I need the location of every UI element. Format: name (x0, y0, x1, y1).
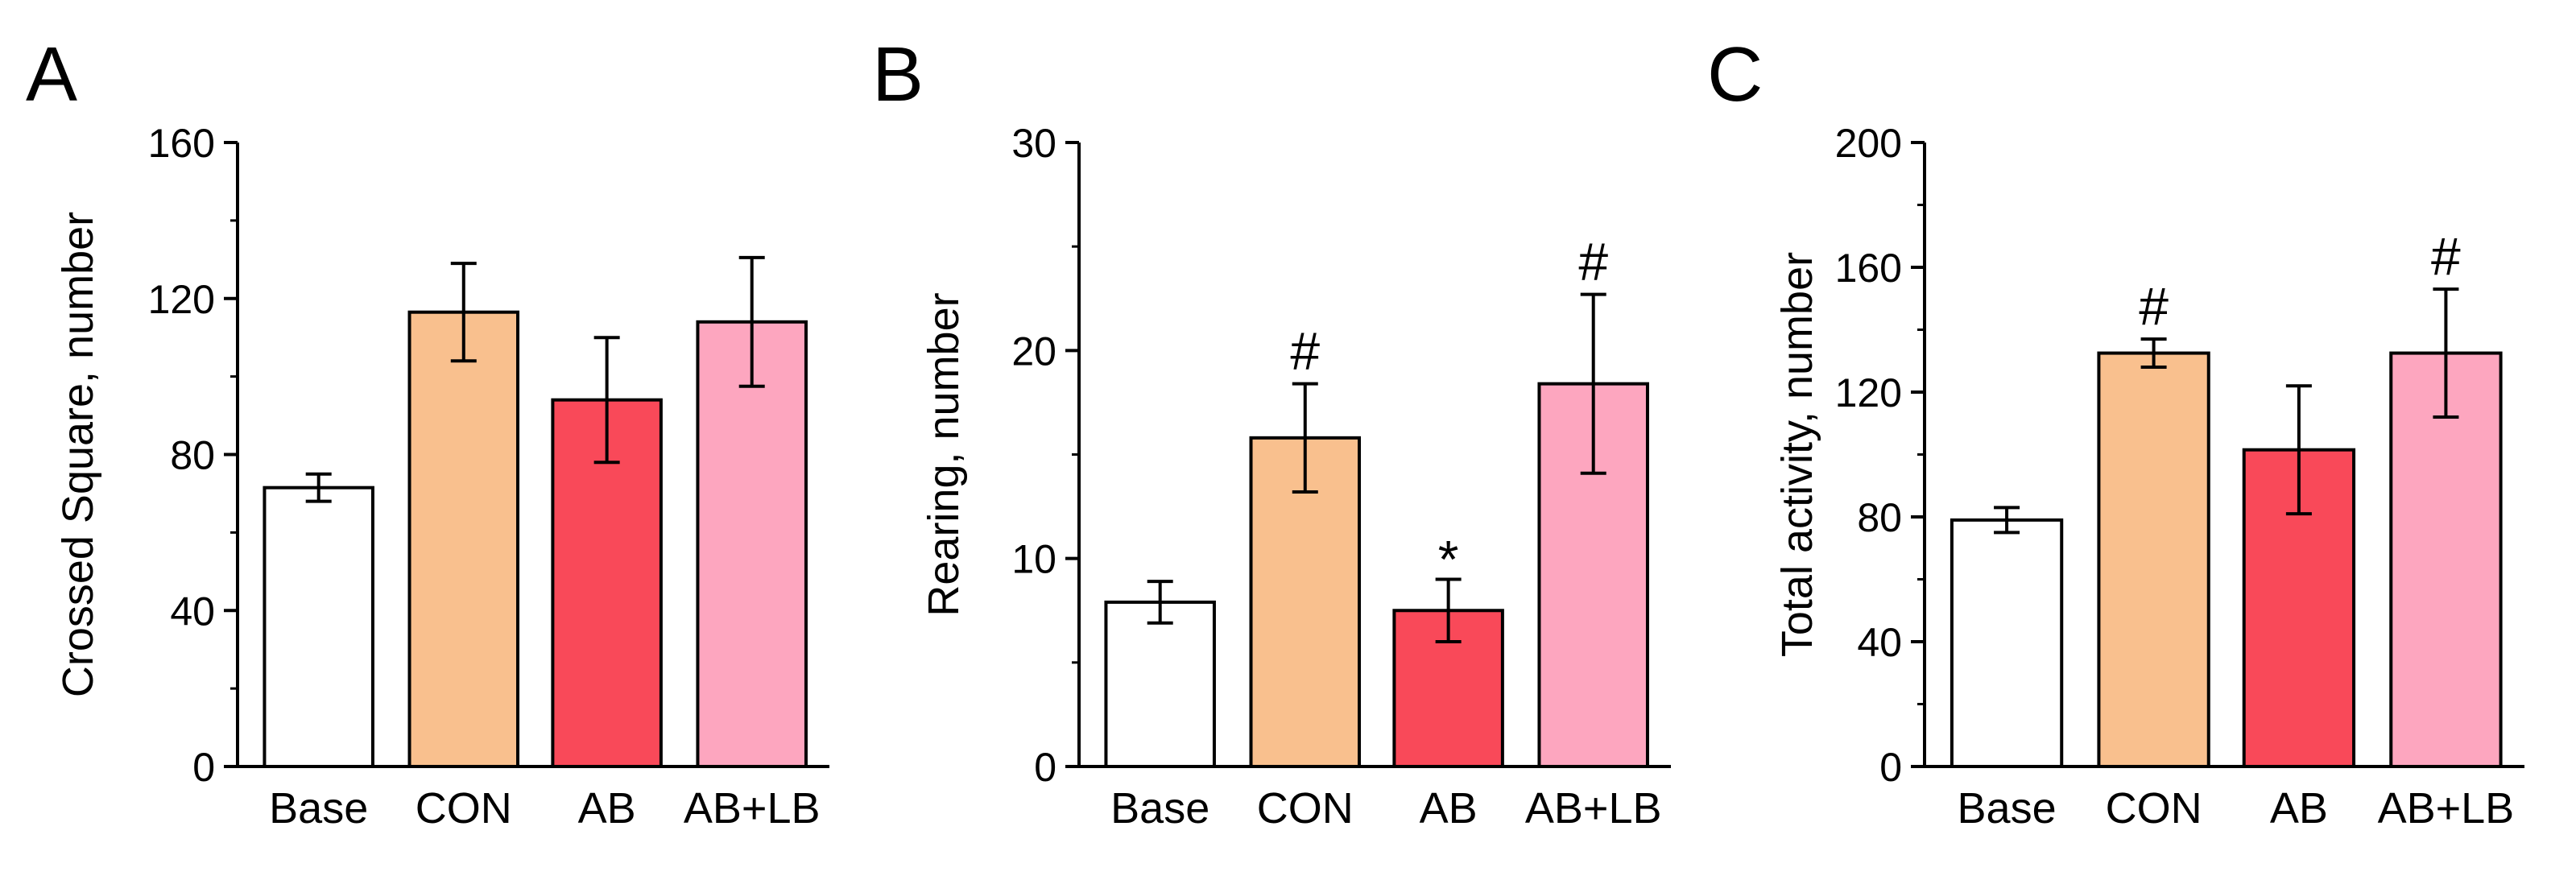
error-bar (738, 255, 765, 388)
panel-letter: A (26, 31, 77, 118)
error-bar (2285, 384, 2312, 516)
x-category-label: CON (1257, 784, 1354, 833)
x-category-label: AB+LB (2378, 784, 2515, 833)
bar (1950, 518, 2064, 768)
panel-c: C # #0 40 80 120 160 200 Base CON AB AB+LB Total act… (1707, 31, 2524, 833)
y-tick-label: 200 (1835, 121, 1902, 166)
y-tick-label: 120 (1835, 370, 1902, 415)
x-category-label: Base (1958, 784, 2057, 833)
y-tick-label: 10 (1011, 537, 1056, 582)
bar (407, 310, 520, 768)
error-bar (1292, 382, 1318, 494)
significance-marker: * (1438, 530, 1459, 589)
y-tick-label: 160 (1835, 246, 1902, 291)
bar (2097, 351, 2210, 768)
error-bar (593, 336, 620, 465)
error-bar (450, 262, 477, 363)
y-axis-title: Rearing, number (920, 292, 968, 616)
significance-marker: # (1290, 321, 1320, 381)
y-tick-label: 0 (192, 745, 215, 790)
y-tick-label: 40 (1857, 620, 1902, 665)
x-category-label: CON (2106, 784, 2202, 833)
panel-b: B # * #0 10 20 30 Base CON AB AB+LB Rearing, number (872, 31, 1671, 833)
significance-marker: # (2139, 276, 2169, 336)
error-bar (1147, 580, 1173, 625)
panel-letter: B (872, 31, 924, 118)
x-category-label: AB (578, 784, 636, 833)
bar (696, 320, 808, 768)
x-category-label: AB (2270, 784, 2328, 833)
y-tick-label: 30 (1011, 121, 1056, 166)
y-tick-label: 40 (170, 589, 215, 634)
y-tick-label: 80 (1857, 495, 1902, 540)
y-axis-title: Total activity, number (1773, 252, 1821, 657)
bar (2389, 351, 2503, 768)
y-tick-label: 0 (1034, 745, 1056, 790)
bar (263, 486, 374, 768)
error-bar (2140, 337, 2167, 369)
error-bar (305, 472, 332, 503)
x-category-label: CON (416, 784, 512, 833)
panel-letter: C (1707, 31, 1763, 118)
significance-marker: # (1578, 232, 1608, 291)
significance-marker: # (2431, 226, 2461, 286)
x-category-label: AB (1420, 784, 1478, 833)
x-category-label: AB+LB (684, 784, 821, 833)
y-tick-label: 160 (148, 121, 215, 166)
panel-a: A 0 40 80 120 160 Base CON AB AB+LB Crossed Square… (26, 31, 829, 833)
error-bar (1994, 506, 2020, 535)
y-tick-label: 20 (1011, 328, 1056, 374)
error-bar (1435, 577, 1462, 643)
x-category-label: Base (269, 784, 368, 833)
x-category-label: Base (1110, 784, 1209, 833)
bar (1104, 600, 1216, 769)
error-bar (1580, 292, 1606, 475)
x-category-label: AB+LB (1525, 784, 1662, 833)
error-bar (2433, 287, 2459, 419)
y-axis-title: Crossed Square, number (54, 212, 102, 697)
y-tick-label: 120 (148, 277, 215, 322)
y-tick-label: 0 (1879, 745, 1902, 790)
y-tick-label: 80 (170, 433, 215, 478)
